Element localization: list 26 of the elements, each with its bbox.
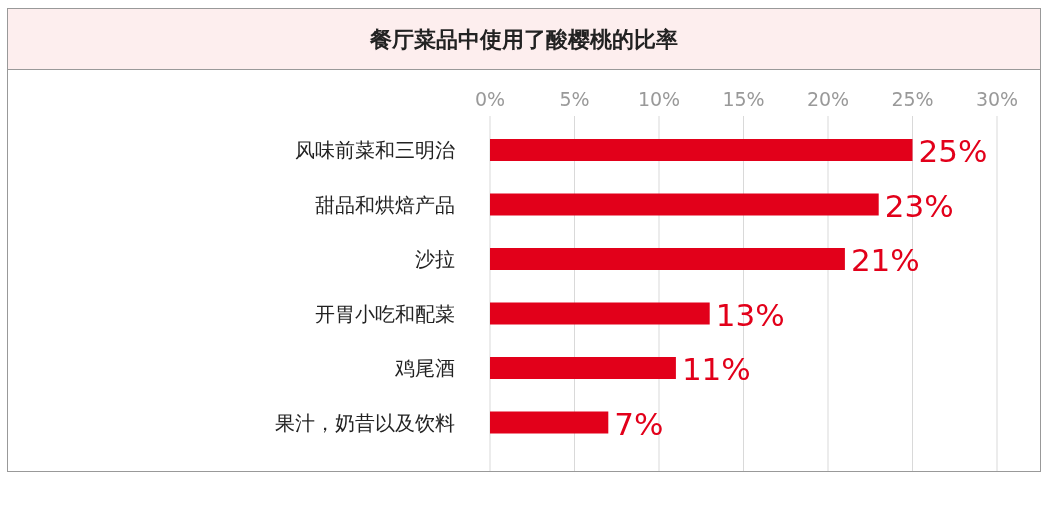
y-tick-label: 鸡尾酒 [394, 356, 455, 380]
bar [490, 248, 845, 270]
data-label: 11% [681, 351, 751, 387]
x-tick-label: 0% [474, 88, 506, 110]
bar [490, 357, 676, 379]
y-tick-label: 开胃小吃和配菜 [315, 301, 455, 326]
data-label: 23% [884, 187, 954, 224]
data-label: 7% [614, 405, 664, 442]
data-label: 21% [850, 242, 920, 278]
bar [490, 302, 710, 325]
x-tick-label: 15% [722, 88, 765, 110]
y-tick-label: 果汁，奶昔以及饮料 [275, 410, 455, 435]
bar [490, 139, 913, 161]
x-tick-label: 25% [891, 88, 934, 110]
bar [490, 193, 879, 216]
x-tick-label: 10% [637, 88, 681, 110]
chart-title: 餐厅菜品中使用了酸樱桃的比率 [369, 27, 678, 52]
x-tick-label: 5% [559, 88, 590, 110]
data-label: 25% [918, 133, 988, 169]
x-tick-label: 30% [975, 88, 1019, 110]
y-tick-label: 甜品和烘焙产品 [315, 192, 455, 217]
x-tick-label: 20% [806, 88, 850, 110]
y-tick-label: 风味前菜和三明治 [295, 138, 455, 162]
data-label: 13% [715, 296, 785, 333]
bar [490, 411, 609, 434]
y-tick-label: 沙拉 [415, 247, 455, 271]
